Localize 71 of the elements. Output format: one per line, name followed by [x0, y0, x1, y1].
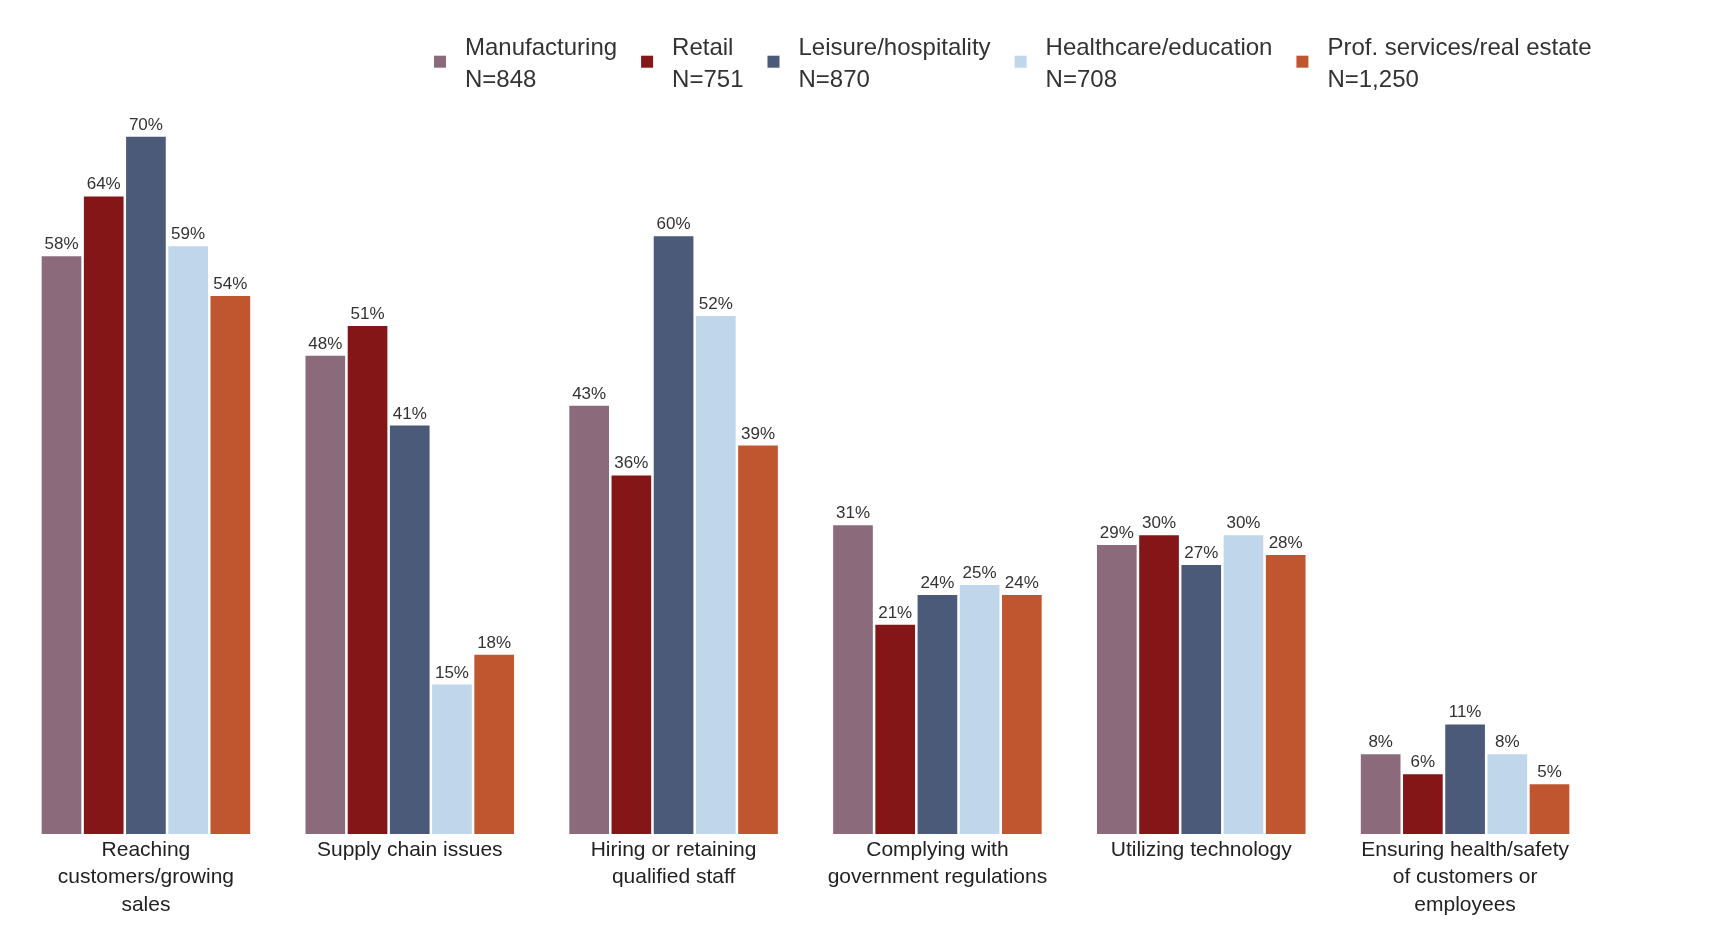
- bar: [126, 136, 166, 834]
- bar: [305, 355, 346, 834]
- bar: [389, 425, 430, 834]
- bar: [1096, 545, 1137, 834]
- bar: [210, 296, 251, 834]
- data-label: 11%: [1448, 702, 1482, 722]
- data-label: 24%: [1004, 572, 1039, 592]
- bar: [833, 525, 873, 834]
- legend-label: Healthcare/education N=708: [1045, 33, 1273, 92]
- bar: [1360, 754, 1401, 834]
- bar: [917, 594, 958, 834]
- data-label: 48%: [308, 333, 343, 353]
- bar: [1445, 724, 1485, 834]
- bar: [1265, 555, 1306, 834]
- bar: [738, 445, 778, 834]
- bar: [474, 654, 515, 834]
- data-label: 52%: [698, 294, 733, 314]
- x-tick-label: Supply chain issues: [316, 837, 503, 860]
- data-label: 70%: [128, 114, 163, 134]
- bar: [1139, 535, 1179, 834]
- data-label: 60%: [656, 214, 691, 234]
- bar: [347, 325, 388, 834]
- data-label: 27%: [1184, 543, 1219, 563]
- data-label: 31%: [835, 503, 871, 523]
- legend-label: Manufacturing N=848: [465, 33, 618, 92]
- x-tick-label: Reaching customers/growing sales: [57, 837, 235, 915]
- legend-label: Prof. services/real estate N=1,250: [1327, 33, 1592, 92]
- data-label: 30%: [1226, 513, 1261, 533]
- data-label: 6%: [1410, 752, 1436, 772]
- data-label: 54%: [213, 274, 248, 294]
- bar: [1487, 754, 1528, 834]
- legend-label: Leisure/hospitality N=870: [798, 33, 991, 92]
- bar: [875, 624, 916, 834]
- data-label: 51%: [350, 303, 385, 323]
- x-tick-label: Utilizing technology: [1110, 837, 1293, 860]
- data-label: 39%: [740, 423, 776, 443]
- data-label: 36%: [614, 453, 649, 473]
- data-label: 21%: [878, 602, 913, 622]
- bar: [1403, 774, 1443, 834]
- bar: [41, 256, 82, 834]
- bar: [1181, 565, 1222, 834]
- legend-label: Retail N=751: [672, 33, 744, 92]
- bar: [83, 196, 124, 834]
- bar: [611, 475, 652, 834]
- bar: [653, 236, 694, 834]
- bar: [1529, 784, 1570, 834]
- bar: [1223, 535, 1264, 834]
- data-label: 25%: [962, 562, 997, 582]
- bar: [1002, 594, 1042, 834]
- bar: [569, 405, 609, 834]
- data-label: 41%: [392, 403, 427, 423]
- data-label: 29%: [1099, 523, 1134, 543]
- bar: [168, 246, 208, 834]
- data-label: 24%: [920, 572, 955, 592]
- bar: [695, 316, 736, 834]
- data-label: 58%: [44, 234, 79, 254]
- data-label: 28%: [1268, 533, 1303, 553]
- data-label: 18%: [477, 632, 512, 652]
- bar: [959, 584, 1000, 834]
- data-label: 5%: [1537, 762, 1562, 782]
- data-label: 43%: [572, 383, 607, 403]
- data-label: 15%: [434, 662, 469, 682]
- data-label: 59%: [171, 224, 206, 244]
- data-label: 8%: [1495, 732, 1520, 752]
- data-label: 64%: [86, 174, 121, 194]
- bar: [432, 684, 472, 834]
- x-tick-label: Complying with government regulations: [827, 837, 1048, 888]
- x-tick-label: Hiring or retaining qualified staff: [590, 837, 757, 888]
- x-tick-label: Ensuring health/safety of customers or employees: [1361, 837, 1570, 915]
- data-label: 30%: [1142, 513, 1177, 533]
- data-label: 8%: [1368, 732, 1393, 752]
